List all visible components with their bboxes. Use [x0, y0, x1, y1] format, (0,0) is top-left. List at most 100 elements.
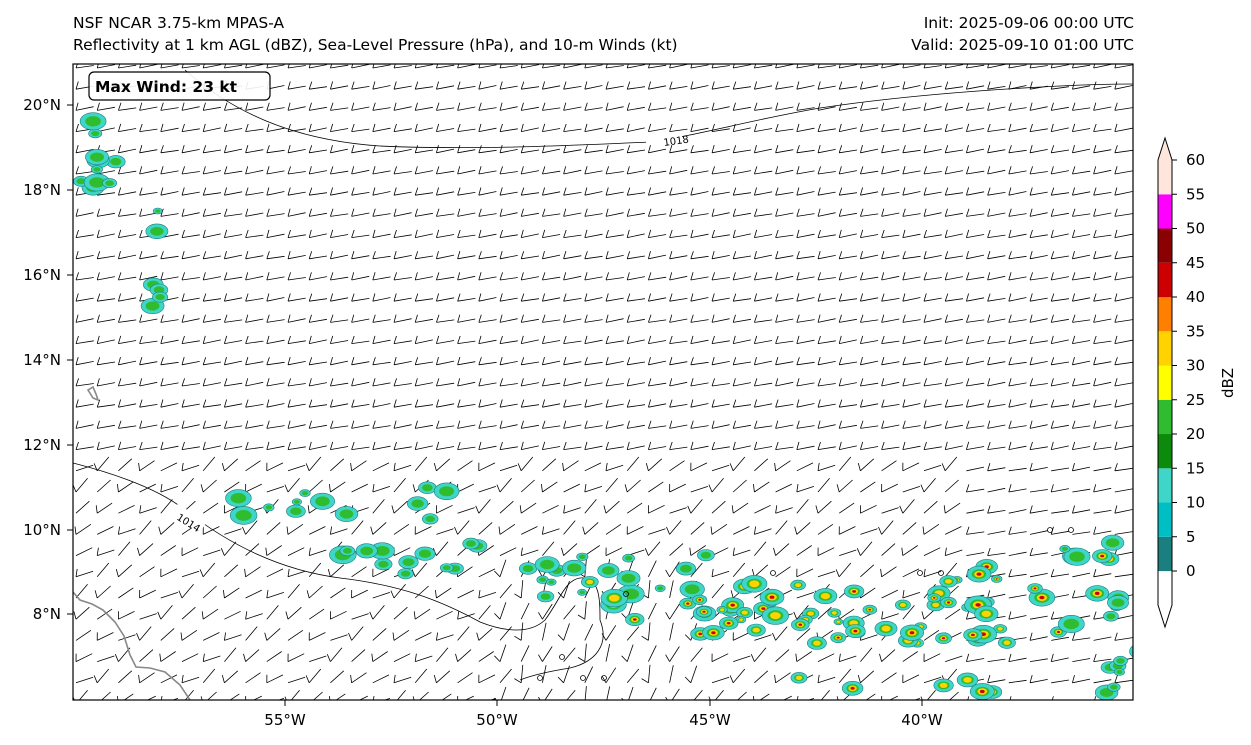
isobar-1018 — [184, 69, 1133, 149]
reflectivity-cell — [301, 491, 309, 496]
reflectivity-cell — [1061, 546, 1068, 551]
reflectivity-cell — [749, 580, 760, 588]
colorbar-segment — [1158, 536, 1172, 572]
lon-ticks — [284, 700, 923, 706]
reflectivity-cell — [548, 580, 555, 584]
colorbar: 0 5 10 15 20 25 30 35 40 45 50 55 60 dBZ — [1157, 136, 1237, 629]
lon-label-50w: 50°W — [476, 711, 518, 729]
reflectivity-cell — [539, 577, 547, 582]
reflectivity-cell — [899, 603, 907, 607]
reflectivity-cell — [798, 623, 803, 626]
lat-label-12n: 12°N — [23, 436, 61, 454]
reflectivity-cell — [294, 500, 300, 504]
reflectivity-cell — [739, 618, 743, 621]
reflectivity-cell — [881, 625, 891, 632]
colorbar-ticks: 0 5 10 15 20 25 30 35 40 45 50 55 60 — [1172, 151, 1205, 580]
reflectivity-cell — [625, 555, 633, 561]
reflectivity-cell — [522, 565, 534, 572]
reflectivity-cell — [153, 286, 165, 294]
reflectivity-cell — [1106, 613, 1116, 620]
reflectivity-cell — [439, 486, 455, 497]
pressure-centers — [537, 527, 1074, 681]
colorbar-segment — [1158, 502, 1172, 537]
colorbar-segment — [1158, 228, 1172, 263]
reflectivity-cell — [567, 563, 582, 573]
model-title: NSF NCAR 3.75-km MPAS-A — [73, 14, 285, 32]
reflectivity-cell — [946, 601, 951, 604]
reflectivity-cell — [1116, 658, 1125, 664]
colorbar-fills — [1158, 138, 1172, 572]
reflectivity-cell — [360, 546, 374, 556]
reflectivity-cell — [909, 631, 915, 635]
reflectivity-cell — [932, 602, 940, 608]
lon-label-40w: 40°W — [901, 711, 943, 729]
reflectivity-cell — [602, 566, 615, 575]
reflectivity-cell — [850, 686, 855, 690]
colorbar-tick-label: 45 — [1186, 254, 1205, 272]
reflectivity-cell — [442, 565, 451, 571]
lat-label-14n: 14°N — [23, 351, 61, 369]
fields-title: Reflectivity at 1 km AGL (dBZ), Sea-Leve… — [73, 36, 678, 54]
colorbar-top-extension — [1158, 138, 1172, 160]
reflectivity-cell — [769, 595, 775, 599]
colorbar-tick-label: 60 — [1186, 151, 1205, 169]
reflectivity-cell — [110, 157, 122, 166]
reflectivity-cell — [418, 549, 432, 558]
colorbar-tick-label: 55 — [1186, 185, 1205, 203]
colorbar-outline — [1157, 136, 1173, 629]
reflectivity-cell — [971, 633, 975, 637]
reflectivity-cell — [1039, 595, 1045, 600]
colorbar-title: dBZ — [1219, 368, 1237, 398]
reflectivity-cell — [761, 607, 766, 610]
reflectivity-cell — [1116, 669, 1123, 675]
lat-label-20n: 20°N — [23, 96, 61, 114]
lon-label-45w: 45°W — [689, 711, 731, 729]
reflectivity-cell — [235, 510, 252, 521]
reflectivity-cell — [315, 496, 330, 507]
lat-label-10n: 10°N — [23, 521, 61, 539]
reflectivity-cell — [1069, 551, 1085, 562]
colorbar-segment — [1158, 262, 1172, 298]
reflectivity-cell — [684, 584, 700, 595]
reflectivity-cell — [711, 631, 716, 635]
colorbar-tick-label: 5 — [1186, 528, 1196, 546]
colorbar-segment — [1158, 365, 1172, 400]
reflectivity-cell — [1134, 646, 1149, 656]
reflectivity-cell — [807, 611, 814, 616]
reflectivity-cell — [85, 116, 101, 127]
reflectivity-cell — [411, 499, 424, 508]
reflectivity-cell — [1094, 591, 1100, 596]
colorbar-tick-label: 40 — [1186, 288, 1205, 306]
reflectivity-cell — [741, 610, 748, 615]
colorbar-tick-label: 50 — [1186, 220, 1205, 238]
reflectivity-cell — [1056, 630, 1061, 634]
reflectivity-cell — [155, 294, 165, 301]
reflectivity-cell — [342, 547, 352, 554]
reflectivity-cell — [402, 558, 415, 566]
reflectivity-cell — [981, 610, 991, 617]
reflectivity-cell — [979, 689, 985, 694]
colorbar-tick-label: 35 — [1186, 322, 1205, 340]
reflectivity-cell — [836, 636, 840, 639]
reflectivity-cell — [632, 618, 637, 621]
colorbar-tick-label: 10 — [1186, 494, 1205, 512]
reflectivity-cell — [1105, 538, 1120, 548]
reflectivity-cell — [944, 579, 952, 584]
reflectivity-cell — [1100, 554, 1105, 558]
lat-label-8n: 8°N — [33, 605, 61, 623]
lat-label-18n: 18°N — [23, 181, 61, 199]
reflectivity-cell — [1132, 631, 1133, 635]
reflectivity-cell — [93, 167, 101, 172]
reflectivity-cell — [378, 560, 389, 568]
colorbar-segment — [1158, 468, 1172, 503]
reflectivity-cell — [145, 301, 160, 311]
reflectivity-cell — [1003, 640, 1011, 645]
reflectivity-cell — [730, 603, 735, 607]
reflectivity-cell — [686, 602, 690, 605]
reflectivity-cell — [975, 603, 981, 607]
reflectivity-cell — [230, 493, 247, 504]
reflectivity-cell — [726, 622, 731, 625]
reflectivity-cell — [579, 590, 585, 595]
colorbar-tick-label: 0 — [1186, 562, 1196, 580]
colorbar-segment — [1158, 194, 1172, 229]
